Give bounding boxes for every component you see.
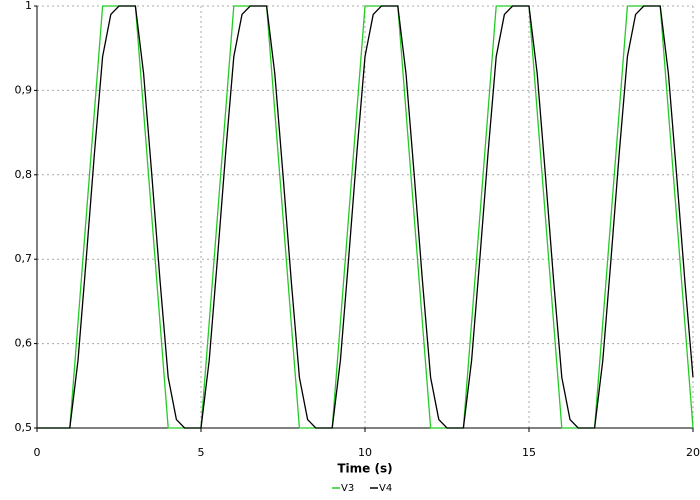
y-tick-label: 0,9 [15,83,33,96]
x-tick-label: 5 [198,446,205,459]
x-tick-label: 0 [34,446,41,459]
y-tick-label: 0,6 [15,337,33,350]
y-tick-label: 1 [25,0,32,12]
legend-label: V4 [379,483,392,494]
y-tick-label: 0,5 [15,421,33,434]
x-tick-label: 10 [358,446,372,459]
legend-label: V3 [341,483,354,494]
x-tick-label: 15 [522,446,536,459]
x-tick-label: 20 [686,446,700,459]
y-tick-label: 0,8 [15,168,33,181]
x-axis-label: Time (s) [337,462,392,476]
series-line [37,5,694,429]
y-tick-label: 0,7 [15,252,33,265]
